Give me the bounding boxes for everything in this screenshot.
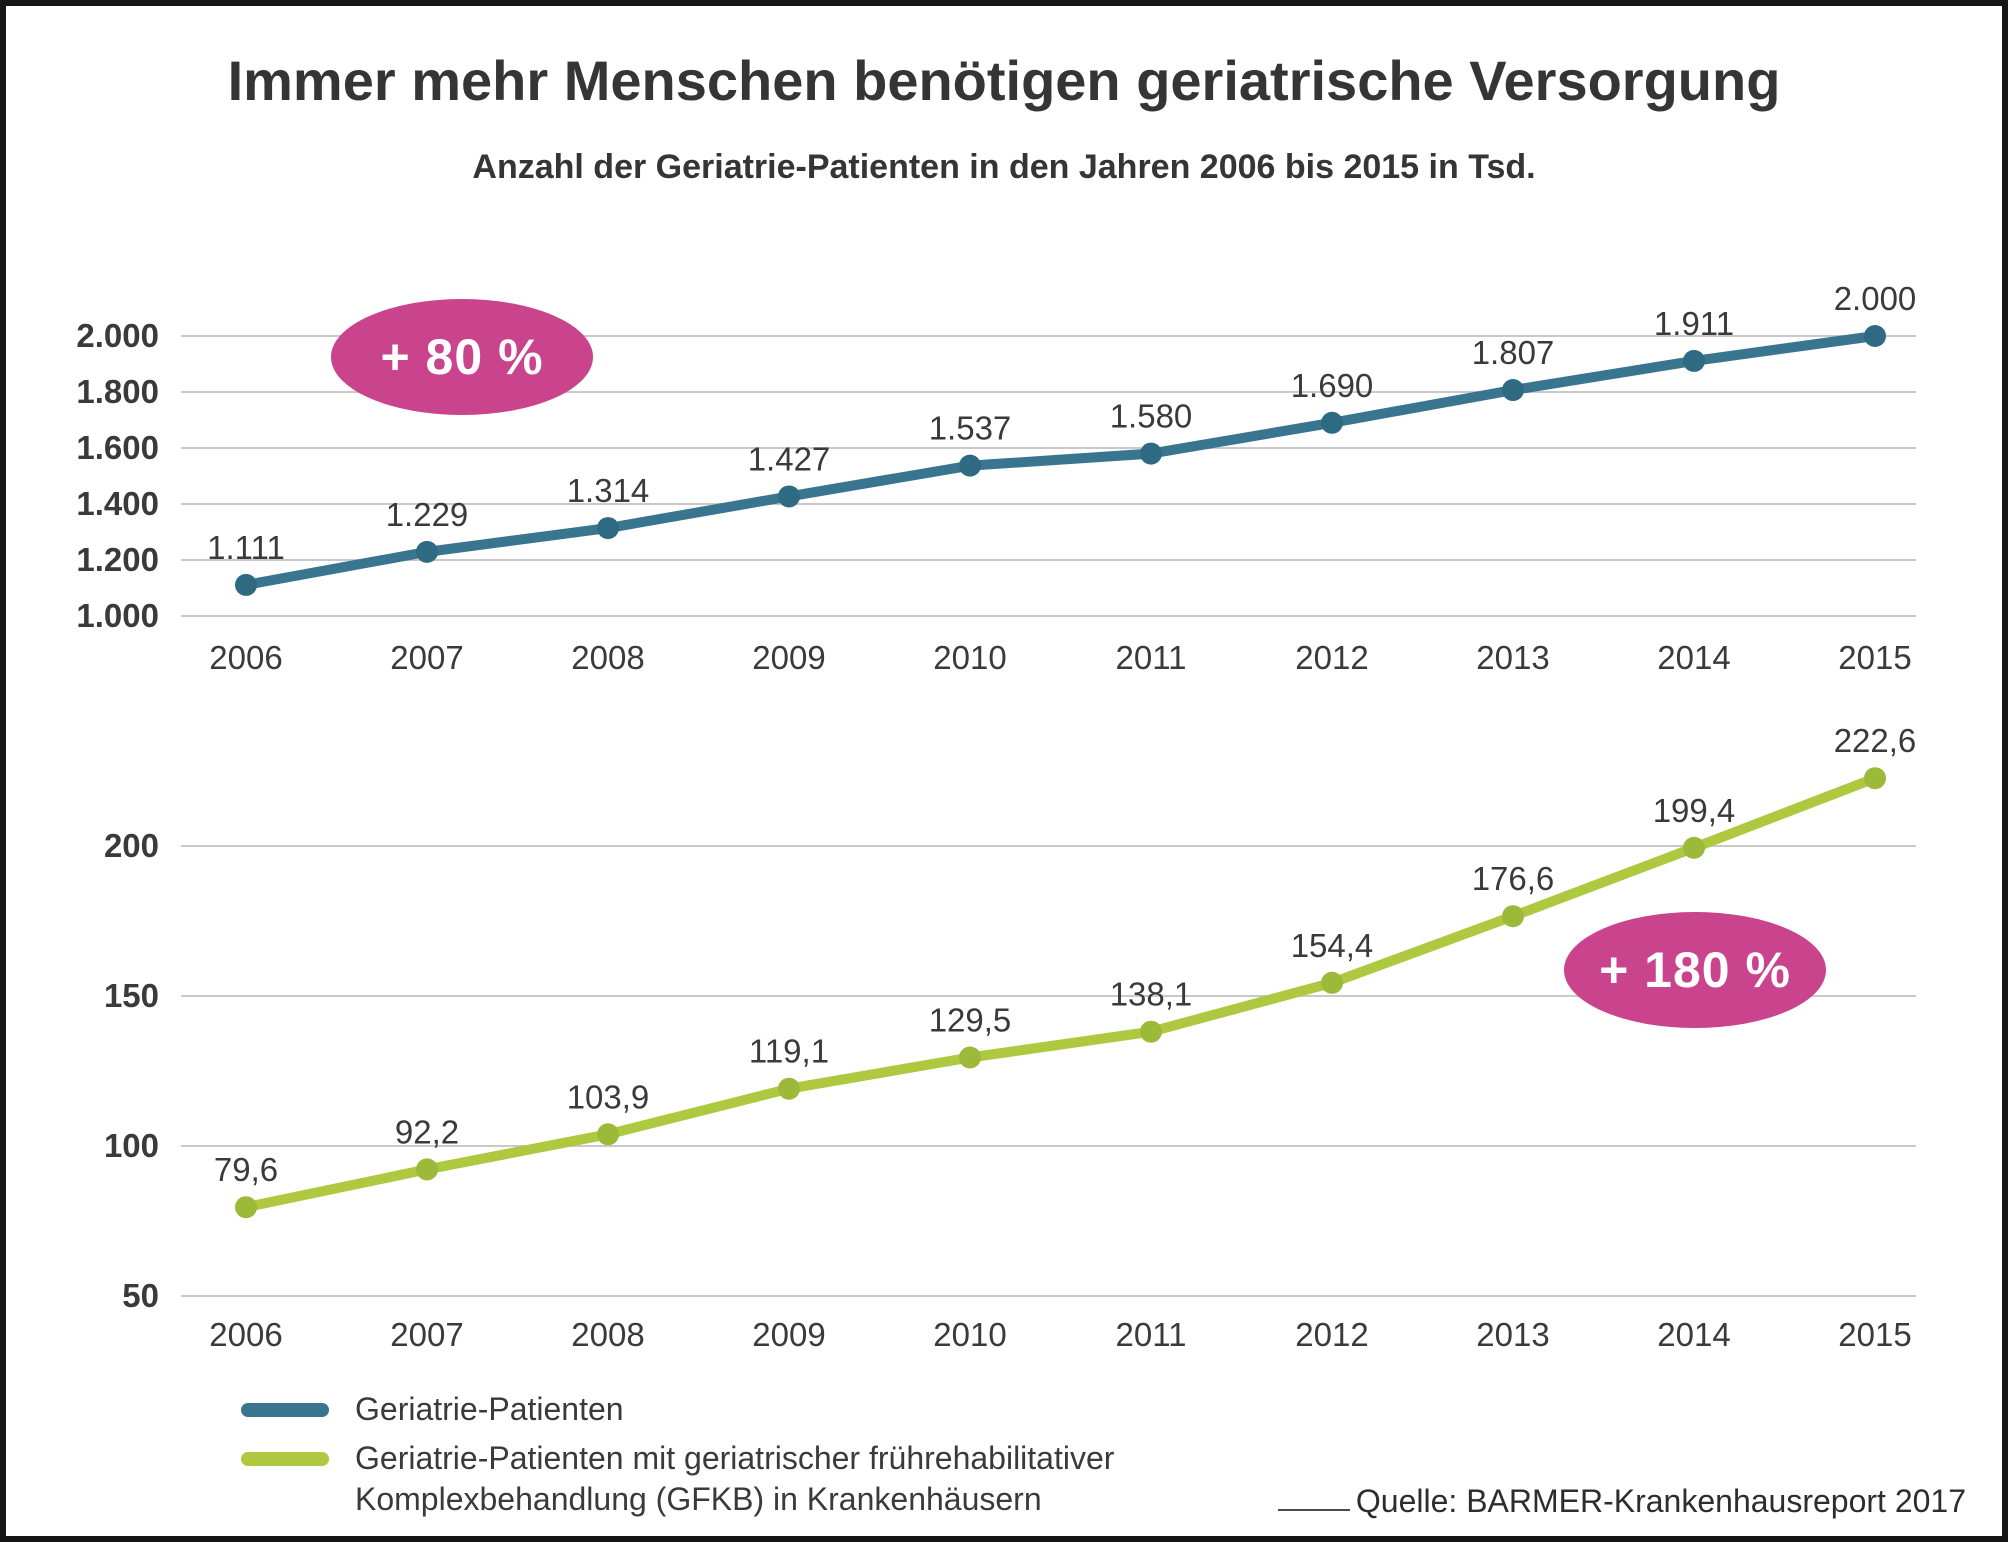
legend-label: Geriatrie-Patienten (355, 1391, 624, 1427)
x-axis-year-label: 2007 (390, 1316, 463, 1353)
data-point-label: 1.911 (1654, 305, 1734, 342)
data-point-label: 1.111 (207, 529, 285, 566)
data-point-label: 2.000 (1834, 280, 1917, 317)
x-axis-year-label: 2015 (1838, 1316, 1911, 1353)
y-axis-tick-label: 50 (122, 1277, 159, 1314)
data-point-label: 1.537 (929, 410, 1012, 447)
data-point (416, 1158, 438, 1181)
data-point-label: 1.580 (1110, 398, 1193, 435)
x-axis-year-label: 2014 (1657, 639, 1730, 676)
data-point-label: 222,6 (1834, 722, 1917, 759)
source-note: Quelle: BARMER-Krankenhausreport 2017 (1277, 1483, 1966, 1520)
data-point (1864, 767, 1886, 790)
data-point (597, 517, 619, 540)
data-point (1683, 349, 1705, 372)
legend-label: Geriatrie-Patienten mit geriatrischer fr… (355, 1440, 1115, 1517)
geriatrie-patienten-line-chart: 2.000 1.800 1.600 1.400 1.200 1.000 2006 2007 20… (76, 280, 1917, 676)
y-axis-tick-label: 200 (104, 827, 159, 864)
percent-increase-badge-upper: + 80 % (331, 299, 593, 415)
x-axis-year-label: 2008 (571, 639, 644, 676)
chart-title: Immer mehr Menschen benötigen geriatrisc… (227, 49, 1781, 112)
data-point-label: 1.690 (1291, 367, 1374, 404)
data-point-label: 103,9 (567, 1078, 650, 1115)
data-point (1140, 1020, 1162, 1043)
data-point-label: 92,2 (395, 1113, 459, 1150)
data-point-label: 1.807 (1472, 334, 1555, 371)
x-axis-year-label: 2010 (933, 639, 1006, 676)
data-line (241, 773, 1880, 1213)
x-axis-year-label: 2012 (1295, 639, 1368, 676)
data-point-label: 154,4 (1291, 927, 1374, 964)
x-axis-year-label: 2006 (209, 1316, 282, 1353)
y-axis-tick-label: 2.000 (76, 317, 159, 354)
data-point-label: 1.427 (748, 440, 831, 477)
y-axis-tick-label: 100 (104, 1127, 159, 1164)
x-axis-year-label: 2010 (933, 1316, 1006, 1353)
data-point (235, 1196, 257, 1219)
legend-item-gfkb: Geriatrie-Patienten mit geriatrischer fr… (241, 1438, 1114, 1520)
y-axis-tick-label: 1.600 (76, 429, 159, 466)
data-point (778, 1077, 800, 1100)
x-axis-year-label: 2012 (1295, 1316, 1368, 1353)
x-axis-year-label: 2008 (571, 1316, 644, 1353)
data-point (1683, 836, 1705, 859)
x-axis-year-label: 2011 (1116, 639, 1187, 676)
x-axis-year-label: 2009 (752, 1316, 825, 1353)
chart-subtitle: Anzahl der Geriatrie-Patienten in den Ja… (472, 148, 1536, 186)
legend-item-geriatrie-patienten: Geriatrie-Patienten (241, 1389, 1114, 1430)
percent-increase-badge-lower: + 180 % (1564, 912, 1826, 1028)
data-point (597, 1123, 619, 1146)
data-line (241, 331, 1880, 590)
data-point (1140, 442, 1162, 465)
green-line-swatch-icon (241, 1452, 329, 1466)
data-point-label: 129,5 (929, 1002, 1012, 1039)
y-axis-tick-label: 1.000 (76, 597, 159, 634)
data-point (778, 485, 800, 508)
x-axis-year-label: 2013 (1476, 639, 1549, 676)
x-axis-year-label: 2011 (1116, 1316, 1187, 1353)
data-point (1864, 325, 1886, 347)
data-point-label: 1.314 (567, 472, 650, 509)
x-axis-year-label: 2007 (390, 639, 463, 676)
data-point (416, 540, 438, 563)
y-axis-tick-label: 150 (104, 977, 159, 1014)
y-axis-tick-label: 1.200 (76, 541, 159, 578)
data-point (1502, 379, 1524, 402)
x-axis-year-label: 2013 (1476, 1316, 1549, 1353)
x-axis-year-label: 2014 (1657, 1316, 1730, 1353)
x-axis-year-label: 2015 (1838, 639, 1911, 676)
data-point (959, 1046, 981, 1069)
data-point (959, 454, 981, 477)
data-point-label: 119,1 (749, 1033, 829, 1070)
source-text: Quelle: BARMER-Krankenhausreport 2017 (1355, 1483, 1966, 1519)
gfkb-line-chart: 200 150 100 50 2006 2007 2008 2009 2010 2011 2012 2… (104, 722, 1917, 1353)
x-axis-year-label: 2006 (209, 639, 282, 676)
data-point-label: 138,1 (1110, 976, 1193, 1013)
chart-legend: Geriatrie-Patienten Geriatrie-Patienten … (241, 1389, 1114, 1528)
x-axis-year-label: 2009 (752, 639, 825, 676)
y-axis-tick-label: 1.800 (76, 373, 159, 410)
source-dash-line (1277, 1509, 1350, 1511)
y-axis-tick-label: 1.400 (76, 485, 159, 522)
data-point-label: 176,6 (1472, 860, 1555, 897)
data-point-label: 199,4 (1653, 792, 1736, 829)
data-point (1321, 411, 1343, 434)
data-point-label: 1.229 (386, 496, 469, 533)
teal-line-swatch-icon (241, 1403, 329, 1417)
data-point-label: 79,6 (214, 1151, 278, 1188)
data-point (235, 573, 257, 596)
data-point (1502, 905, 1524, 928)
data-point (1321, 971, 1343, 994)
